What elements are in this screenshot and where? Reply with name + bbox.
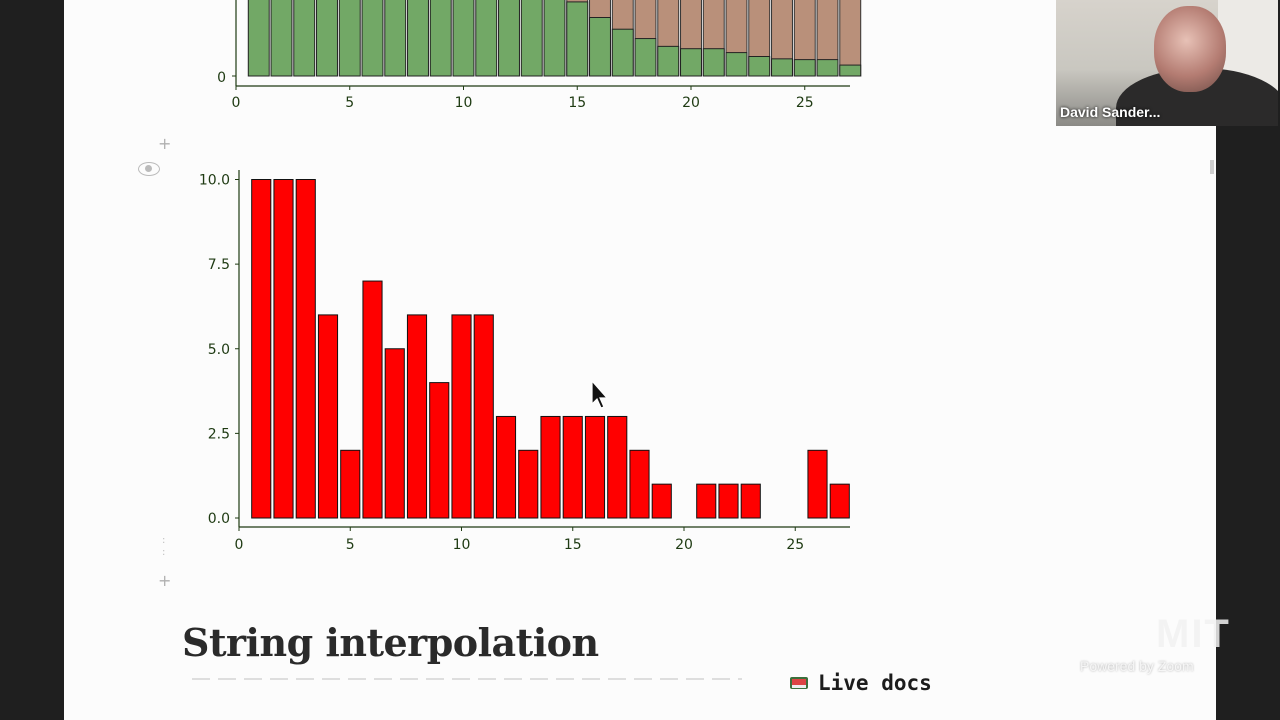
bar-20 <box>680 48 702 77</box>
histogram-top: 00 5 10 15 20 25 <box>217 0 862 111</box>
x-tick-label: 10 <box>453 537 471 553</box>
book-icon <box>790 675 808 691</box>
bar-9 <box>429 0 452 77</box>
bar-25 <box>793 59 816 77</box>
bar-14 <box>543 0 566 77</box>
drag-handle-icon[interactable]: :: <box>162 535 166 558</box>
bar-21 <box>702 48 725 77</box>
bar-13 <box>520 0 543 77</box>
hide-code-eye-icon[interactable] <box>138 162 160 176</box>
mit-logo: MIT <box>1156 612 1231 656</box>
live-docs-button[interactable]: Live docs <box>790 668 932 698</box>
add-cell-plus-icon[interactable]: + <box>158 134 172 153</box>
x-tick-label: 15 <box>564 537 582 553</box>
x-tick-label: 25 <box>786 537 804 553</box>
bar-26 <box>816 59 839 77</box>
cursor-icon <box>591 380 609 409</box>
participant-video[interactable]: David Sander... <box>1056 0 1278 126</box>
bar-1 <box>247 0 270 77</box>
bar-5 <box>340 449 361 519</box>
bar-23 <box>740 483 761 519</box>
bar-9 <box>429 382 450 519</box>
participant-name: David Sander... <box>1060 104 1161 120</box>
bar-8 <box>406 314 428 519</box>
zoom-watermark: MIT Powered by Zoom <box>1080 612 1230 682</box>
cell-toolbar-top: + <box>136 132 176 192</box>
bar-27 <box>839 64 862 77</box>
x-tick-label: 5 <box>345 95 354 111</box>
bar-22 <box>718 483 739 519</box>
histogram-bottom: 0.0 2.5 5.0 7.5 10.0 0 5 10 15 20 25 <box>199 170 850 553</box>
y-tick-label: 0.0 <box>208 511 230 527</box>
bar-11 <box>473 314 494 519</box>
bar-17 <box>611 28 634 77</box>
bar-6 <box>362 280 383 519</box>
bar-11 <box>475 0 498 77</box>
bar-14 <box>540 415 561 519</box>
bar-4 <box>317 314 339 519</box>
bar-5 <box>338 0 361 77</box>
x-tick-label: 10 <box>455 95 473 111</box>
bar-18 <box>634 38 657 77</box>
bar-17 <box>607 415 628 519</box>
bar-26 <box>807 449 828 519</box>
bar-4 <box>316 0 338 77</box>
bar-2 <box>273 179 294 519</box>
y-tick-label: 5.0 <box>208 342 230 358</box>
bar-12 <box>495 415 517 519</box>
bar-18 <box>629 449 650 519</box>
bar-8 <box>407 0 429 77</box>
bar-19 <box>651 483 672 519</box>
x-tick-label: 0 <box>235 537 244 553</box>
scrollbar-marker[interactable] <box>1210 160 1214 174</box>
bar-10 <box>451 314 472 519</box>
cell-toolbar-bottom: :: + <box>150 535 180 590</box>
y-tick-label: 7.5 <box>208 257 230 273</box>
faint-text-line <box>192 678 742 680</box>
bar-15 <box>562 415 583 519</box>
bar-16 <box>584 415 606 519</box>
bar-7 <box>384 348 405 519</box>
x-tick-label: 20 <box>675 537 693 553</box>
y-tick-label: 10.0 <box>199 173 230 189</box>
bar-15 <box>566 1 589 77</box>
bar-3 <box>293 0 316 77</box>
bar-13 <box>518 449 539 519</box>
x-tick-label: 5 <box>346 537 355 553</box>
bar-10 <box>452 0 475 77</box>
live-docs-label: Live docs <box>818 671 932 695</box>
x-tick-label: 15 <box>568 95 586 111</box>
bar-16 <box>589 17 611 77</box>
bar-7 <box>384 0 407 77</box>
bar-3 <box>295 179 316 519</box>
bar-21 <box>696 483 717 519</box>
add-cell-plus-icon[interactable]: + <box>158 571 172 590</box>
bar-1 <box>251 179 272 519</box>
bar-27 <box>829 483 850 519</box>
y-tick-label: 0 <box>217 70 226 86</box>
bar-19 <box>657 45 680 77</box>
bar-24 <box>771 58 793 77</box>
bar-23 <box>748 56 771 77</box>
x-tick-label: 0 <box>232 95 241 111</box>
section-heading: String interpolation <box>182 620 599 665</box>
bar-22 <box>725 52 748 77</box>
powered-by-text: Powered by Zoom <box>1080 658 1194 674</box>
bar-2 <box>270 0 293 77</box>
bar-6 <box>361 0 384 77</box>
x-tick-label: 20 <box>682 95 700 111</box>
bar-12 <box>498 0 520 77</box>
y-tick-label: 2.5 <box>208 426 230 442</box>
x-tick-label: 25 <box>796 95 814 111</box>
